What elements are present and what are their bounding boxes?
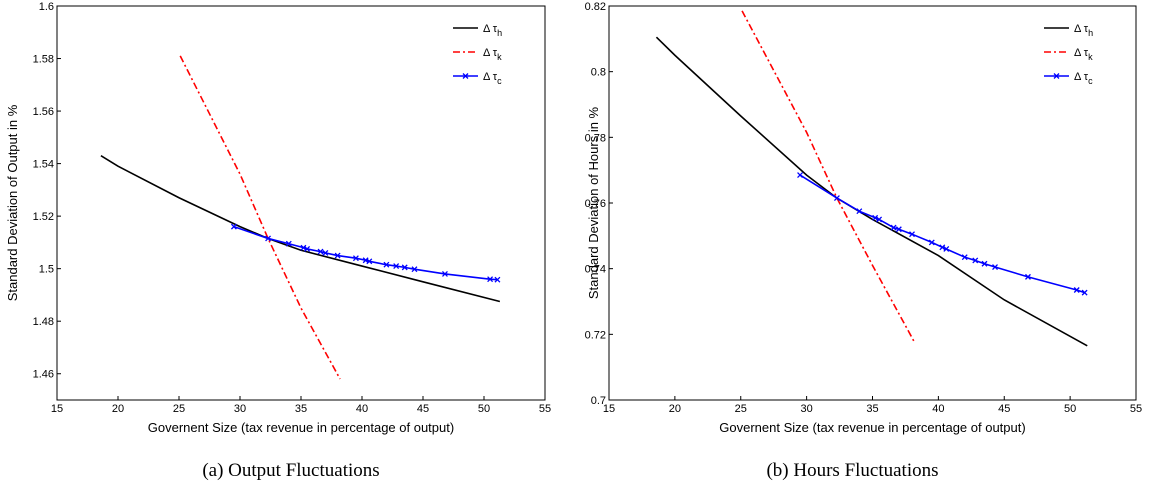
- x-tick-label: 35: [866, 403, 878, 415]
- data-point: [992, 264, 998, 270]
- x-tick-label: 15: [603, 403, 615, 415]
- legend-label: Δ τc: [1074, 71, 1093, 86]
- legend-label: Δ τk: [1074, 47, 1093, 62]
- y-tick-label: 1.52: [33, 211, 54, 223]
- series-line: [233, 225, 498, 281]
- x-tick-label: 45: [417, 403, 429, 415]
- series-line: [655, 36, 1088, 347]
- x-tick-label: 20: [669, 403, 681, 415]
- x-tick-label: 45: [998, 403, 1010, 415]
- data-point: [300, 244, 307, 251]
- data-point: [1073, 287, 1080, 293]
- y-tick-label: 1.56: [33, 106, 54, 118]
- series-line: [100, 155, 501, 303]
- series-line: [179, 55, 341, 380]
- legend-label: Δ τk: [483, 47, 502, 62]
- y-tick-label: 0.76: [585, 198, 606, 210]
- data-point: [797, 172, 803, 179]
- data-point: [895, 226, 902, 233]
- x-tick-label: 15: [51, 403, 63, 415]
- y-axis-label: Standard Deviation of Output in %: [5, 104, 20, 301]
- data-point: [928, 239, 935, 246]
- plot-frame: [56, 5, 546, 401]
- x-tick-label: 25: [173, 403, 185, 415]
- data-point: [1081, 289, 1088, 296]
- data-point: [856, 208, 863, 215]
- data-point: [494, 276, 501, 283]
- y-tick-label: 0.82: [585, 1, 606, 13]
- y-tick-label: 1.48: [33, 316, 54, 328]
- data-point: [304, 246, 311, 252]
- x-tick-label: 20: [112, 403, 124, 415]
- series-line: [741, 10, 916, 343]
- caption: (b) Hours Fluctuations: [766, 460, 938, 481]
- chart-panel: 15 20 25 30 35 40 45 50 55 0.7 0.72 0.74 0.76 0.78 0.8…: [585, 1, 1143, 481]
- data-point: [939, 244, 946, 251]
- x-tick-label: 40: [932, 403, 944, 415]
- x-tick-label: 50: [478, 403, 490, 415]
- y-tick-label: 0.72: [585, 329, 606, 341]
- x-tick-label: 35: [295, 403, 307, 415]
- data-point: [265, 235, 272, 242]
- data-point: [383, 261, 390, 268]
- y-tick-label: 1.46: [33, 369, 54, 381]
- data-point: [909, 231, 915, 238]
- y-tick-label: 1.6: [39, 1, 54, 13]
- y-tick-label: 0.78: [585, 132, 606, 144]
- x-axis-label: Governent Size (tax revenue in percentag…: [719, 420, 1025, 435]
- x-tick-label: 30: [801, 403, 813, 415]
- y-tick-label: 0.8: [591, 67, 606, 79]
- data-point: [833, 195, 840, 202]
- data-point: [487, 276, 494, 283]
- data-point: [322, 249, 329, 256]
- x-tick-label: 50: [1064, 403, 1076, 415]
- legend-marker: [1053, 73, 1060, 79]
- x-tick-label: 55: [539, 403, 551, 415]
- y-tick-label: 1.54: [33, 159, 54, 171]
- data-point: [876, 216, 883, 223]
- data-point: [285, 240, 292, 247]
- x-tick-label: 30: [234, 403, 246, 415]
- data-point: [411, 266, 418, 273]
- x-tick-label: 25: [735, 403, 747, 415]
- data-point: [393, 263, 400, 269]
- data-point: [352, 255, 359, 262]
- legend-label: Δ τh: [1074, 23, 1093, 38]
- data-point: [972, 257, 979, 264]
- data-point: [872, 214, 879, 221]
- plot-frame: [608, 5, 1137, 401]
- legend-label: Δ τh: [483, 23, 502, 38]
- x-tick-label: 55: [1130, 403, 1142, 415]
- y-tick-label: 1.58: [33, 54, 54, 66]
- legend-label: Δ τc: [483, 71, 502, 86]
- y-tick-label: 1.5: [39, 264, 54, 276]
- chart-panel: 15 20 25 30 35 40 45 50 55 1.46 1.48 1.5 1.52 1.54 1.5…: [5, 1, 551, 481]
- data-point: [366, 258, 373, 265]
- y-tick-label: 0.74: [585, 264, 606, 276]
- data-point: [981, 260, 988, 267]
- series-line: [799, 174, 1085, 294]
- data-point: [890, 224, 897, 231]
- data-point: [401, 264, 408, 271]
- x-axis-label: Governent Size (tax revenue in percentag…: [148, 420, 454, 435]
- data-point: [230, 223, 237, 230]
- data-point: [1025, 273, 1031, 280]
- data-point: [961, 254, 968, 261]
- data-point: [943, 246, 950, 252]
- y-axis-label: Standard Deviation of Hours in %: [586, 106, 601, 299]
- data-point: [442, 270, 448, 277]
- data-point: [317, 248, 324, 255]
- caption: (a) Output Fluctuations: [202, 460, 379, 481]
- data-point: [334, 252, 341, 259]
- x-tick-label: 40: [356, 403, 368, 415]
- legend-marker: [462, 73, 469, 79]
- y-tick-label: 0.7: [591, 395, 606, 407]
